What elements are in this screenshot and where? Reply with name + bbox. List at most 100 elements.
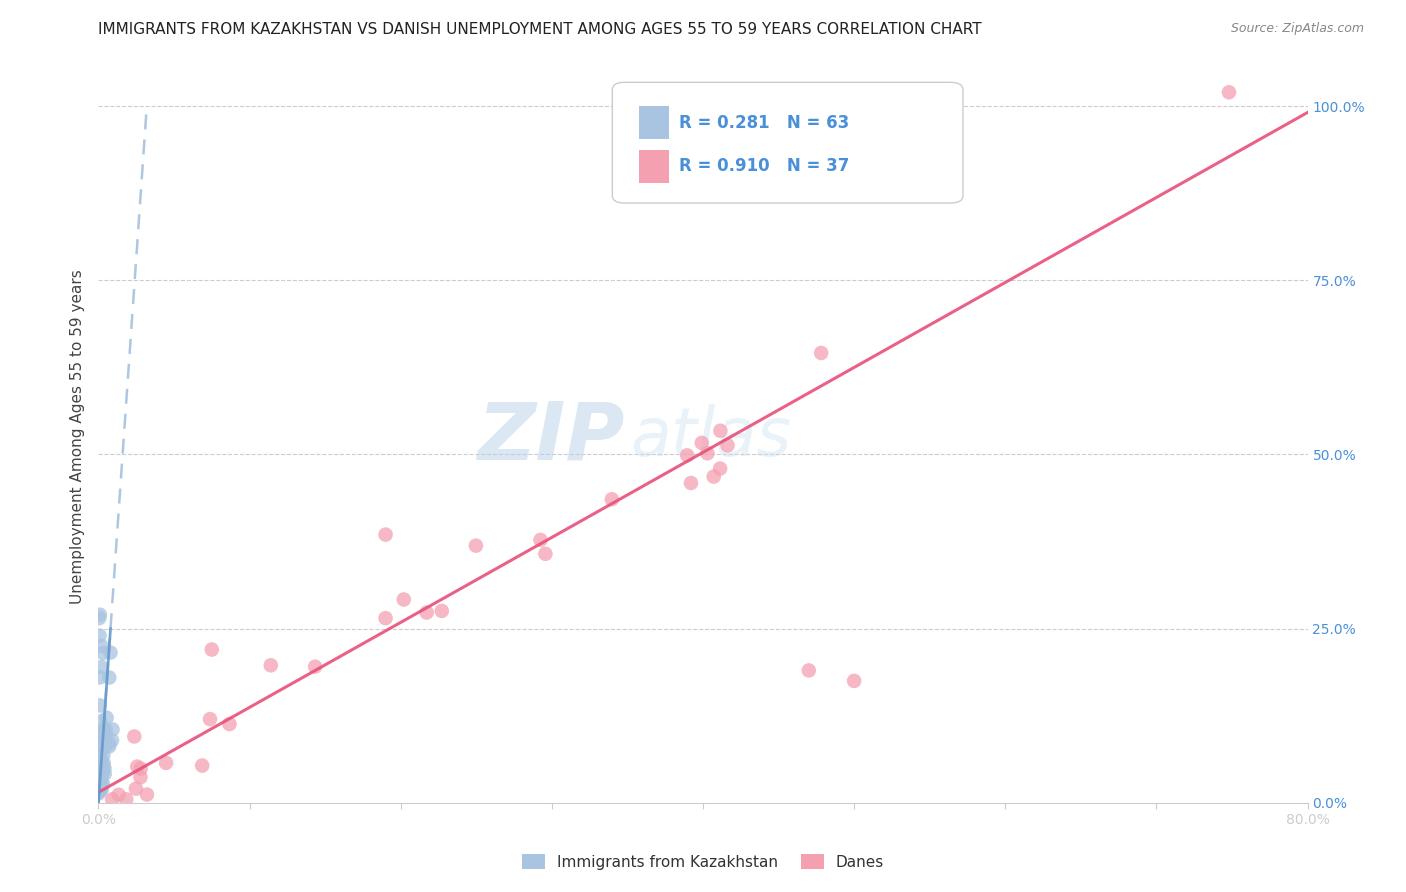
Point <box>90 763 112 777</box>
FancyBboxPatch shape <box>613 82 963 203</box>
Point <box>93 756 115 771</box>
Point <box>100 646 122 660</box>
Point <box>600 492 623 507</box>
Point <box>90 745 112 759</box>
Point <box>94 739 117 754</box>
Text: R = 0.910   N = 37: R = 0.910 N = 37 <box>679 158 849 176</box>
Point <box>98 736 121 750</box>
Point <box>89 629 111 643</box>
Point <box>90 768 112 782</box>
Point <box>374 527 396 541</box>
Bar <box>638 150 669 183</box>
Point <box>98 671 121 685</box>
Point <box>679 475 702 490</box>
Point <box>124 730 146 744</box>
Point <box>703 469 725 483</box>
Point <box>96 711 118 725</box>
Point <box>87 784 110 798</box>
Point <box>127 759 149 773</box>
Point <box>98 739 121 754</box>
Text: IMMIGRANTS FROM KAZAKHSTAN VS DANISH UNEMPLOYMENT AMONG AGES 55 TO 59 YEARS CORR: IMMIGRANTS FROM KAZAKHSTAN VS DANISH UNE… <box>98 22 981 37</box>
Point <box>260 658 283 673</box>
Point <box>430 604 453 618</box>
Point <box>709 424 731 438</box>
Point <box>90 767 112 781</box>
Point <box>89 670 111 684</box>
Point <box>87 787 110 801</box>
Point <box>125 781 148 796</box>
Point <box>90 639 112 653</box>
Point <box>529 533 551 547</box>
Point <box>89 771 111 785</box>
Point <box>93 728 115 742</box>
Point <box>136 788 159 802</box>
Point <box>91 758 114 772</box>
Point <box>810 346 832 360</box>
Point <box>129 770 152 784</box>
Point <box>201 642 224 657</box>
Point <box>90 756 112 771</box>
Text: R = 0.281   N = 63: R = 0.281 N = 63 <box>679 113 849 131</box>
Point <box>89 773 111 788</box>
Point <box>101 733 124 747</box>
Point <box>89 607 111 622</box>
Point <box>89 765 111 780</box>
Point <box>91 646 114 660</box>
Point <box>709 461 731 475</box>
Point <box>89 763 111 777</box>
Point <box>91 732 114 747</box>
Point <box>534 547 557 561</box>
Point <box>90 754 112 768</box>
Point <box>89 611 111 625</box>
Point <box>93 748 115 763</box>
Point <box>93 767 115 781</box>
Point <box>415 606 437 620</box>
Point <box>392 592 415 607</box>
Point <box>191 758 214 772</box>
Point <box>91 766 114 780</box>
Point <box>89 751 111 765</box>
Legend: Immigrants from Kazakhstan, Danes: Immigrants from Kazakhstan, Danes <box>516 847 890 876</box>
Point <box>93 722 115 736</box>
Point <box>90 776 112 790</box>
Point <box>89 739 111 754</box>
Point <box>90 772 112 786</box>
Point <box>90 764 112 779</box>
Point <box>690 435 713 450</box>
Point <box>87 769 110 783</box>
Point <box>87 775 110 789</box>
Point <box>676 448 699 462</box>
Bar <box>638 106 669 138</box>
Point <box>797 664 820 678</box>
Point <box>101 723 124 737</box>
Point <box>93 762 115 776</box>
Point <box>87 775 110 789</box>
Point <box>90 761 112 775</box>
Point <box>374 611 396 625</box>
Point <box>198 712 221 726</box>
Point <box>464 539 486 553</box>
Point <box>218 717 240 731</box>
Point <box>87 737 110 751</box>
Point <box>90 728 112 742</box>
Point <box>90 782 112 797</box>
Point <box>87 785 110 799</box>
Point <box>93 738 115 752</box>
Text: ZIP: ZIP <box>477 398 624 476</box>
Point <box>1218 85 1240 99</box>
Point <box>716 438 738 452</box>
Point <box>89 767 111 781</box>
Point <box>90 660 112 674</box>
Point <box>91 739 114 753</box>
Point <box>304 659 326 673</box>
Point <box>89 698 111 713</box>
Point <box>696 446 718 460</box>
Point <box>89 714 111 729</box>
Point <box>94 723 117 737</box>
Point <box>101 792 124 806</box>
Point <box>93 726 115 740</box>
Text: atlas: atlas <box>630 404 792 470</box>
Point <box>89 746 111 760</box>
Text: Source: ZipAtlas.com: Source: ZipAtlas.com <box>1230 22 1364 36</box>
Point <box>107 788 129 802</box>
